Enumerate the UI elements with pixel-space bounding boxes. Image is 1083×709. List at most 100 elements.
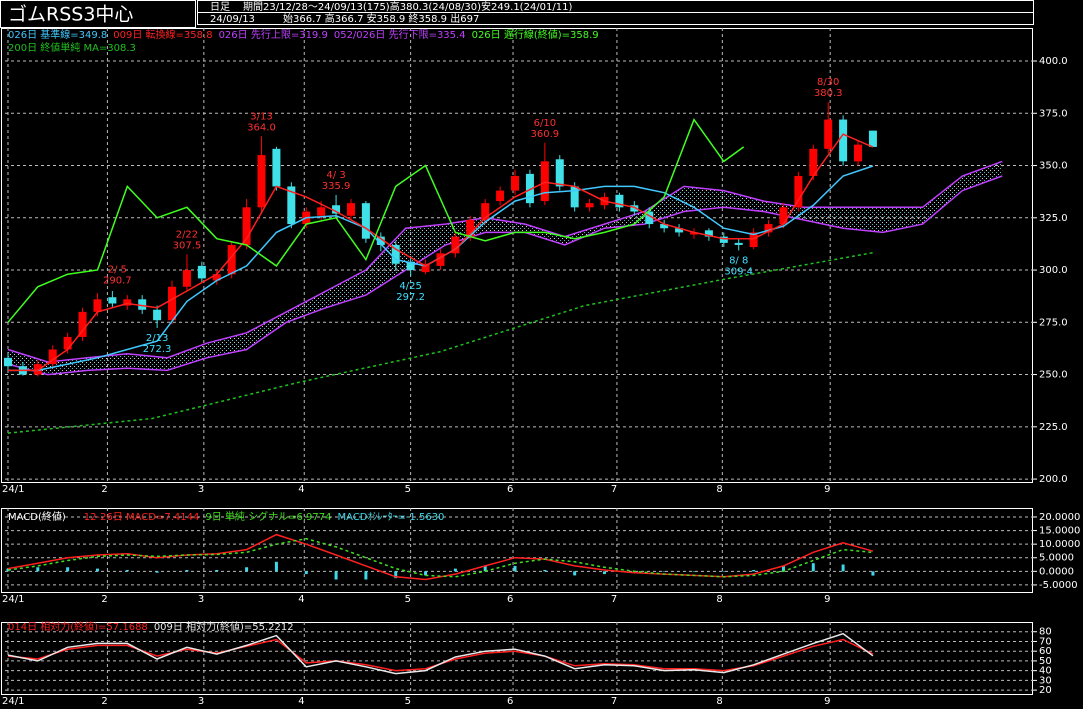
candle-body (108, 297, 117, 304)
histogram-bar (811, 563, 815, 572)
annotation-value: 335.9 (322, 181, 351, 192)
histogram-bar (603, 571, 607, 575)
histogram-bar (394, 571, 398, 579)
annotation-value: 290.7 (103, 275, 132, 286)
x-tick-label: 6 (507, 484, 513, 495)
histogram-bar (36, 567, 40, 572)
legend-entry: MACDｵｼﾚｰﾀｰ=-1.5630 (337, 511, 444, 523)
candle-body (361, 203, 370, 239)
histogram-bar (6, 568, 10, 572)
annotation-date: 4/ 3 (326, 170, 345, 181)
series-line (7, 118, 745, 323)
info-box (197, 12, 1034, 25)
candle-body (153, 309, 162, 321)
candle-body (78, 311, 87, 337)
annotation-date: 8/ 8 (729, 255, 748, 266)
x-tick-label: 9 (824, 594, 830, 605)
candle-body (854, 144, 863, 162)
legend-entry: 9日 単純 シグナル=6.9774 (205, 510, 331, 523)
y-tick-label: 50 (1039, 656, 1052, 667)
candle-body (242, 207, 251, 245)
y-tick-label: 225.0 (1039, 422, 1068, 433)
title-box (0, 0, 196, 28)
y-tick-label: 20.0000 (1039, 512, 1080, 523)
x-tick-label: 7 (611, 484, 617, 495)
annotation-value: 360.9 (531, 129, 560, 140)
x-tick-label: 8 (716, 594, 722, 605)
series-line (7, 638, 874, 672)
legend-entry: 009日 転換線=358.8 (113, 28, 212, 41)
x-tick-label: 2 (101, 484, 107, 495)
annotation-value: 272.3 (143, 344, 172, 355)
y-tick-label: 70 (1039, 636, 1052, 647)
y-tick-label: 200.0 (1039, 474, 1068, 485)
x-tick-label: 9 (824, 484, 830, 495)
annotation-value: 364.0 (247, 122, 276, 133)
candle-body (779, 207, 788, 225)
annotation-value: 307.5 (173, 240, 202, 251)
x-tick-label: 3 (198, 594, 204, 605)
candle-body (123, 299, 132, 306)
series-line (7, 533, 874, 581)
x-tick-label: 6 (507, 594, 513, 605)
annotation-date: 3/13 (250, 111, 272, 122)
candle-body (93, 299, 102, 312)
y-tick-label: 300.0 (1039, 265, 1068, 276)
x-tick-label: 7 (611, 594, 617, 605)
x-tick-label: 9 (824, 696, 830, 707)
candle-body (615, 194, 624, 208)
candle-body (839, 119, 848, 162)
histogram-bar (185, 569, 189, 572)
histogram-bar (125, 569, 129, 572)
y-tick-label: 275.0 (1039, 317, 1068, 328)
candle-body (287, 186, 296, 225)
y-tick-label: 10.0000 (1039, 539, 1080, 550)
candle-body (585, 203, 594, 208)
candle-body (421, 263, 430, 273)
candle-body (734, 242, 743, 245)
annotation-value: 297.2 (396, 292, 425, 303)
y-tick-label: 350.0 (1039, 161, 1068, 172)
candle-body (540, 161, 549, 202)
candle-body (33, 364, 42, 375)
panel-frame (1, 508, 1033, 593)
candle-body (332, 205, 341, 214)
panel-title: MACD(終値) (8, 510, 66, 523)
histogram-bar (692, 571, 696, 572)
candle-body (511, 175, 520, 191)
candle-body (660, 224, 669, 229)
candle-body (764, 224, 773, 233)
candle-body (868, 130, 877, 147)
panel-frame (1, 622, 1033, 695)
candle-body (704, 230, 713, 237)
y-tick-label: 0.0000 (1039, 566, 1074, 577)
histogram-bar (573, 571, 577, 576)
x-tick-label: 4 (298, 696, 304, 707)
annotation-date: 2/ 5 (108, 264, 127, 275)
candle-body (466, 219, 475, 237)
histogram-bar (364, 571, 368, 580)
candle-body (182, 270, 191, 287)
legend-entry: 200日 終値単純 MA=308.3 (8, 41, 136, 54)
legend-entry: 026日 遅行線(終値)=358.9 (472, 28, 599, 41)
candle-body (138, 299, 147, 310)
candle-body (824, 119, 833, 149)
legend-entry: 009日 相対力(終値)=55.2212 (154, 620, 294, 633)
y-tick-label: 400.0 (1039, 56, 1068, 67)
annotation-date: 8/30 (817, 77, 839, 88)
candle-body (555, 159, 564, 187)
x-tick-label: 5 (405, 696, 411, 707)
x-tick-label: 8 (716, 484, 722, 495)
candle-body (197, 265, 206, 279)
histogram-bar (662, 571, 666, 572)
y-tick-label: 20 (1039, 685, 1052, 696)
annotation-date: 2/13 (146, 333, 168, 344)
last-bar: 始366.7 高366.7 安358.9 終358.9 出697 (283, 12, 479, 25)
x-tick-label: 24/1 (2, 594, 24, 605)
histogram-bar (334, 571, 338, 580)
histogram-bar (453, 568, 457, 572)
candle-body (809, 148, 818, 176)
last-date: 24/09/13 (210, 14, 255, 25)
candle-body (227, 244, 236, 275)
histogram-bar (424, 571, 428, 576)
